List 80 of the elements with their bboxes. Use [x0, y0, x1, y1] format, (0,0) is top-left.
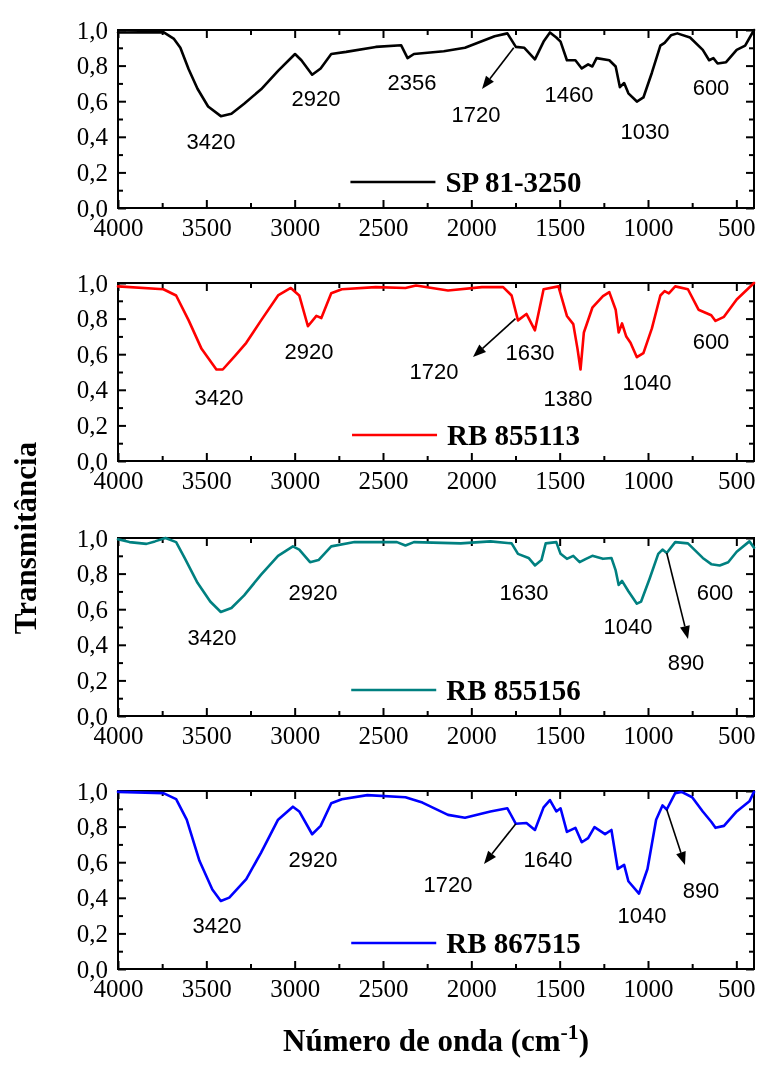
legend-label: RB 855156 [446, 674, 581, 706]
x-tick-label: 3000 [270, 974, 321, 1002]
y-tick-label: 0,6 [76, 340, 108, 368]
x-tick-label: 3000 [270, 213, 321, 241]
annotation: 600 [692, 75, 730, 100]
x-tick-label: 1000 [623, 466, 674, 494]
y-tick-label: 0,8 [76, 560, 108, 588]
x-axis-title: Número de onda (cm$^{-1}$) [283, 1020, 589, 1058]
annotation: 890 [667, 650, 705, 675]
y-tick-label: 0,4 [76, 631, 109, 659]
y-tick-label: 0,8 [76, 305, 108, 333]
y-tick-label: 0,2 [76, 666, 108, 694]
x-tick-label: 500 [718, 721, 756, 749]
annotation: 890 [682, 878, 720, 903]
annotation: 1040 [622, 370, 672, 395]
x-tick-label: 500 [718, 974, 756, 1002]
x-tick-label: 2000 [446, 721, 497, 749]
annotation: 1030 [620, 119, 670, 144]
legend-label: RB 855113 [447, 419, 580, 451]
x-tick-label: 1500 [535, 466, 586, 494]
x-tick-label: 3000 [270, 466, 321, 494]
y-axis-title: Transmitância [8, 441, 43, 635]
annotation: 2920 [284, 339, 334, 364]
x-tick-label: 3500 [181, 721, 232, 749]
y-tick-label: 1,0 [76, 269, 108, 297]
annotation: 3420 [192, 913, 242, 938]
y-tick-label: 0,2 [76, 158, 108, 186]
x-tick-label: 3500 [181, 466, 232, 494]
x-tick-label: 1000 [623, 721, 674, 749]
annotation: 1040 [603, 614, 653, 639]
legend-label: SP 81-3250 [445, 166, 582, 198]
y-tick-label: 0,8 [76, 813, 108, 841]
annotation: 1720 [423, 872, 473, 897]
x-tick-label: 1500 [535, 721, 586, 749]
y-tick-label: 0,2 [76, 411, 108, 439]
annotation: 600 [692, 329, 730, 354]
y-tick-label: 0,6 [76, 87, 108, 115]
annotation: 3420 [194, 385, 244, 410]
x-tick-label: 3500 [181, 974, 232, 1002]
y-tick-label: 1,0 [76, 777, 108, 805]
x-tick-label: 2000 [446, 213, 497, 241]
y-tick-label: 0,6 [76, 848, 108, 876]
y-tick-label: 1,0 [76, 524, 108, 552]
annotation: 2920 [288, 580, 338, 605]
legend-label: RB 867515 [446, 927, 581, 959]
x-tick-label: 2000 [446, 974, 497, 1002]
y-tick-label: 0,8 [76, 52, 108, 80]
x-tick-label: 1000 [623, 974, 674, 1002]
annotation: 3420 [186, 129, 236, 154]
x-tick-label: 3000 [270, 721, 321, 749]
annotation: 1460 [544, 82, 594, 107]
y-tick-label: 0,4 [76, 376, 109, 404]
x-tick-label: 500 [718, 213, 756, 241]
annotation: 1630 [499, 580, 549, 605]
y-tick-label: 1,0 [76, 16, 108, 44]
y-tick-label: 0,4 [76, 884, 109, 912]
annotation: 1720 [451, 102, 501, 127]
annotation: 2920 [288, 847, 338, 872]
y-tick-label: 0,2 [76, 919, 108, 947]
y-tick-label: 0,4 [76, 123, 109, 151]
annotation: 1040 [617, 903, 667, 928]
annotation: 1630 [505, 340, 555, 365]
annotation: 1380 [543, 386, 593, 411]
y-tick-label: 0,6 [76, 595, 108, 623]
annotation: 2920 [291, 86, 341, 111]
annotation: 3420 [187, 625, 237, 650]
x-tick-label: 2500 [358, 213, 409, 241]
x-tick-label: 500 [718, 466, 756, 494]
x-tick-label: 1000 [623, 213, 674, 241]
annotation: 600 [696, 580, 734, 605]
x-tick-label: 1500 [535, 213, 586, 241]
x-tick-label: 2500 [358, 974, 409, 1002]
annotation: 1720 [409, 359, 459, 384]
x-tick-label: 2000 [446, 466, 497, 494]
x-tick-label: 3500 [181, 213, 232, 241]
x-tick-label: 1500 [535, 974, 586, 1002]
annotation: 2356 [387, 70, 437, 95]
x-tick-label: 2500 [358, 466, 409, 494]
annotation: 1640 [523, 847, 573, 872]
x-tick-label: 2500 [358, 721, 409, 749]
